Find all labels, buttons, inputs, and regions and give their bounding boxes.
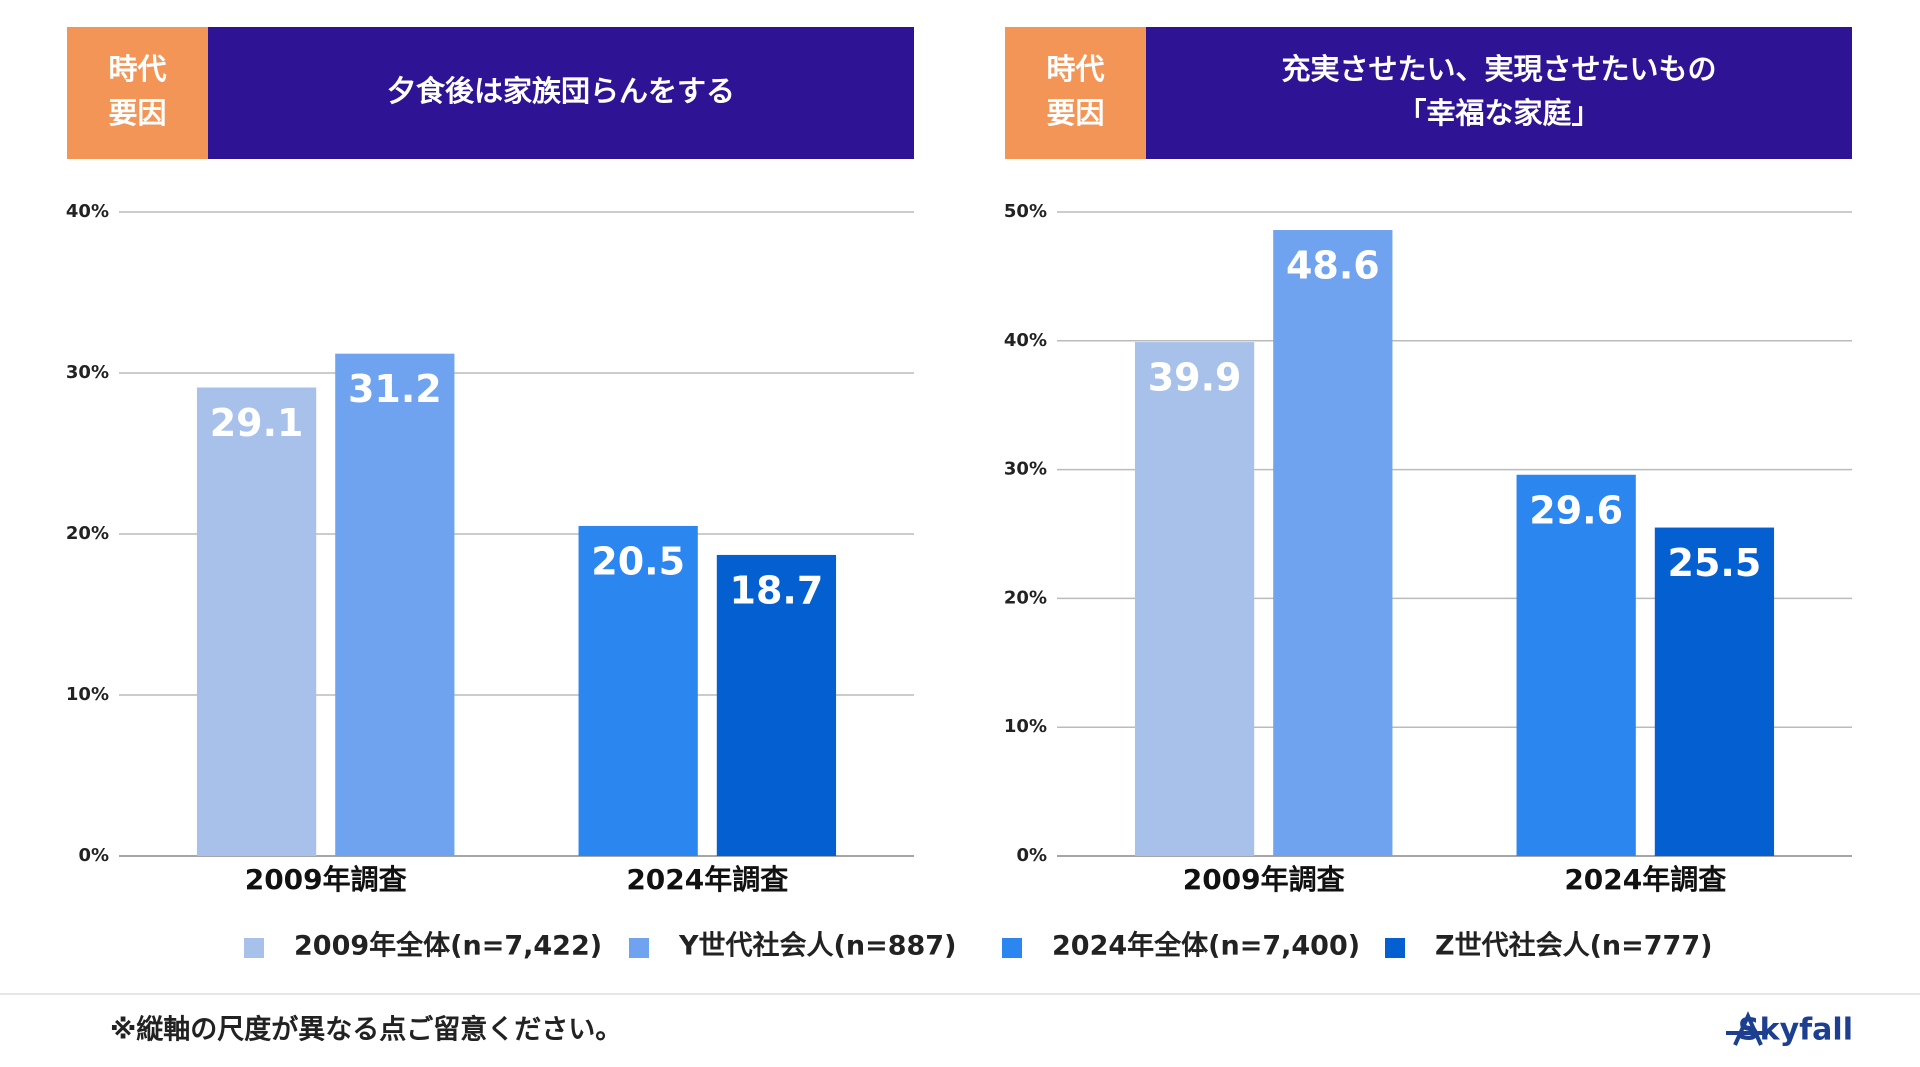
header-tag-box [1005, 27, 1146, 159]
value-label: 25.5 [1668, 541, 1762, 585]
x-tick-label: 2024年調査 [1564, 863, 1726, 896]
legend-label: 2024年全体(n=7,400) [1052, 930, 1360, 962]
bar [196, 387, 317, 856]
bar [716, 554, 837, 856]
header-tag: 時代 [108, 52, 166, 86]
header-tag-box [67, 27, 208, 159]
legend-swatch [244, 938, 264, 958]
chart-title: 「幸福な家庭」 [1397, 96, 1600, 130]
logo-icon [1726, 1011, 1768, 1046]
legend-swatch [1385, 938, 1405, 958]
y-tick-label: 10% [66, 684, 109, 705]
x-tick-label: 2024年調査 [626, 863, 788, 896]
y-tick-label: 10% [1004, 716, 1047, 737]
value-label: 29.6 [1529, 488, 1623, 532]
bar [1273, 230, 1393, 857]
legend-label: Y世代社会人(n=887) [678, 930, 956, 962]
y-tick-label: 20% [66, 523, 109, 544]
value-label: 39.9 [1148, 356, 1242, 400]
y-tick-label: 30% [1004, 459, 1047, 480]
x-tick-label: 2009年調査 [1183, 863, 1345, 896]
bar [335, 353, 455, 856]
header-title-box [1146, 27, 1852, 159]
legend-swatch [1002, 938, 1022, 958]
value-label: 20.5 [591, 539, 685, 583]
bar [1654, 527, 1775, 856]
legend-label: Z世代社会人(n=777) [1435, 930, 1712, 962]
header-title-box [208, 27, 914, 159]
logo: Skyfall [1738, 1013, 1853, 1048]
header-tag: 時代 [1046, 52, 1104, 86]
y-tick-label: 40% [66, 201, 109, 222]
value-label: 31.2 [348, 367, 442, 411]
y-tick-label: 30% [66, 362, 109, 383]
chart-title: 夕食後は家族団らんをする [387, 74, 735, 108]
bar [578, 525, 698, 856]
y-tick-label: 40% [1004, 330, 1047, 351]
legend-swatch [629, 938, 649, 958]
header-tag: 要因 [108, 96, 166, 130]
x-tick-label: 2009年調査 [245, 863, 407, 896]
y-tick-label: 50% [1004, 201, 1047, 222]
y-tick-label: 20% [1004, 587, 1047, 608]
header-tag: 要因 [1046, 96, 1104, 130]
y-tick-label: 0% [78, 845, 109, 866]
value-label: 48.6 [1286, 244, 1380, 288]
bar [1134, 342, 1255, 856]
value-label: 29.1 [210, 401, 304, 445]
bar [1516, 474, 1636, 856]
footnote: ※縦軸の尺度が異なる点ご留意ください。 [110, 1014, 622, 1046]
chart-title: 充実させたい、実現させたいもの [1281, 52, 1716, 86]
y-tick-label: 0% [1016, 845, 1047, 866]
value-label: 18.7 [730, 568, 824, 612]
legend-label: 2009年全体(n=7,422) [294, 930, 602, 962]
